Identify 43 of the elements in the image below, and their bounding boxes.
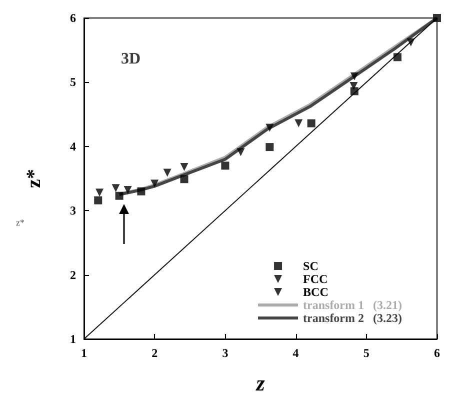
point [96,188,104,197]
point [307,119,316,128]
x-tick-label: 5 [363,346,370,360]
legend-label: FCC [303,272,328,286]
point [180,162,188,171]
text: z* [16,218,25,228]
point [94,196,102,204]
x-axis-title: z [255,370,266,396]
legend-label: transform 1 (3.21) [303,298,402,312]
point [221,162,230,170]
point [393,53,402,62]
point [350,72,358,80]
y-tick-label: 4 [70,139,76,154]
y-tick-label: 1 [70,332,76,346]
legend-label: BCC [303,285,328,299]
point [137,187,146,196]
point [350,87,358,96]
text: 3D [121,50,141,68]
y-tick-label: 5 [70,75,76,90]
point [266,124,274,132]
point [115,192,124,200]
y-tick-label: 2 [70,268,76,282]
y-axis-title: z* [23,169,45,188]
point [406,38,415,46]
point [350,82,358,90]
point [112,184,120,192]
y-tick-label: 3 [70,204,76,218]
point [150,180,159,188]
point [266,143,274,152]
point [180,175,188,184]
point [236,148,245,156]
legend-label: SC [303,259,318,273]
point [124,186,132,194]
x-tick-label: 2 [152,346,158,360]
y-tick-label: 6 [70,11,76,25]
point [433,14,441,22]
x-tick-label: 1 [81,346,87,360]
point [163,168,172,177]
legend-label: transform 2 (3.23) [303,311,402,325]
x-tick-label: 3 [222,346,228,360]
point [294,119,303,128]
x-tick-label: 4 [292,346,299,360]
x-tick-label: 6 [434,346,440,360]
